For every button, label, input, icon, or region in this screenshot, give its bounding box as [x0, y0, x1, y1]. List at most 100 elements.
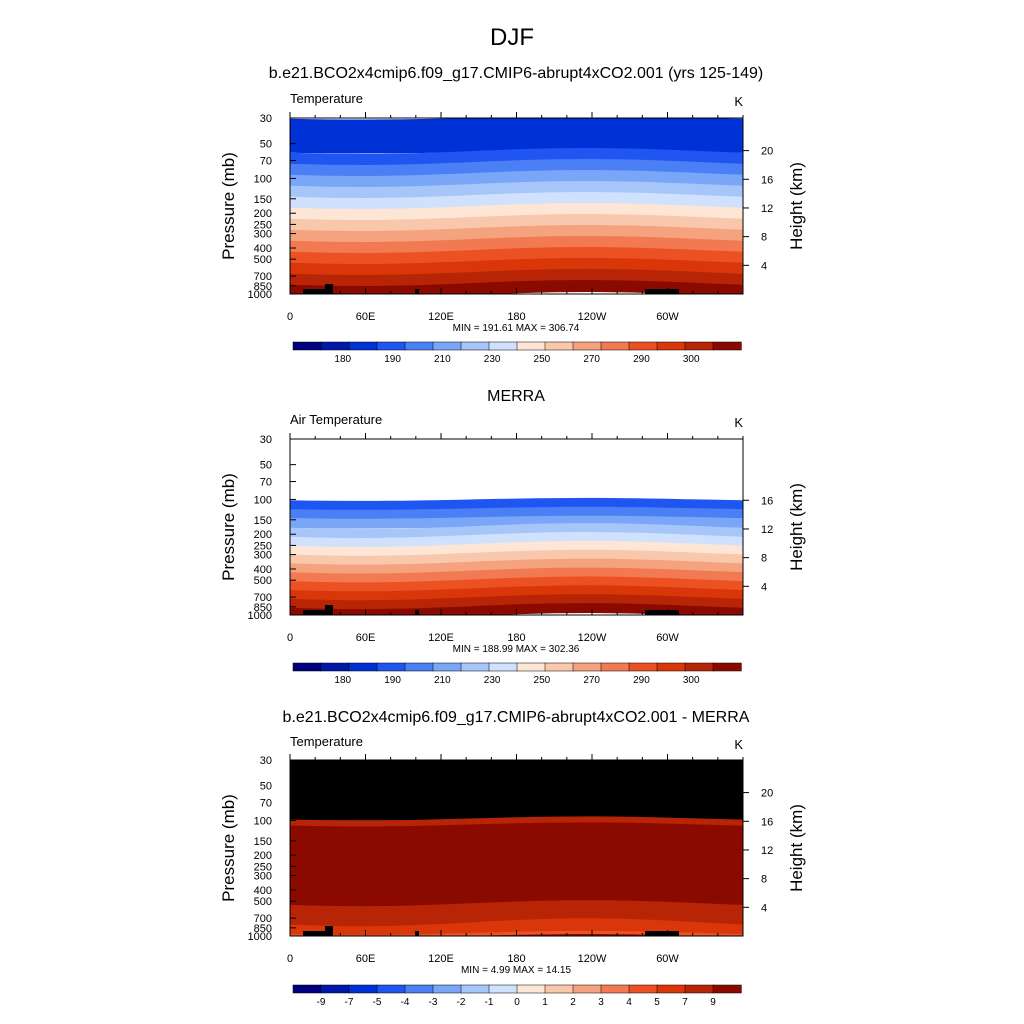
- y-tick-label: 1000: [248, 610, 272, 622]
- colorbar-swatch: [320, 662, 350, 672]
- temperature-band: [290, 236, 743, 254]
- colorbar-label: 270: [583, 675, 600, 686]
- y-tick-label: 850: [254, 602, 272, 614]
- topography-mask: [303, 289, 331, 294]
- panel-1-colorbar: 180 190 210 230 250 270 290 300: [292, 341, 742, 365]
- y-right-tick-label: 12: [761, 524, 773, 536]
- topography-mask: [303, 931, 331, 936]
- panel-1-units: K: [734, 94, 743, 109]
- colorbar-swatch: [628, 984, 658, 994]
- difference-band: [290, 816, 743, 827]
- x-tick-label: 60W: [656, 953, 679, 965]
- colorbar-swatch: [460, 984, 490, 994]
- y-tick-label: 400: [254, 243, 272, 255]
- y-tick-label: 250: [254, 219, 272, 231]
- x-tick-label: 0: [287, 311, 293, 323]
- y-tick-label: 1000: [248, 931, 272, 943]
- colorbar-label: 1: [542, 997, 548, 1008]
- y-tick-label: 200: [254, 208, 272, 220]
- temperature-band: [290, 127, 743, 143]
- colorbar-swatch: [404, 341, 434, 351]
- y-tick-label: 500: [254, 254, 272, 266]
- y-tick-label: 150: [254, 836, 272, 848]
- topography-mask: [325, 926, 333, 931]
- colorbar-label: 180: [334, 675, 351, 686]
- panel-2-title: MERRA: [487, 388, 545, 405]
- y-tick-label: 200: [254, 850, 272, 862]
- y-right-tick-label: 20: [761, 788, 773, 800]
- colorbar-label: 0: [514, 997, 520, 1008]
- temperature-band: [290, 532, 743, 548]
- colorbar-swatch: [600, 984, 630, 994]
- colorbar-swatch: [544, 984, 574, 994]
- panel-model: b.e21.BCO2x4cmip6.f09_g17.CMIP6-abrupt4x…: [219, 65, 806, 365]
- colorbar-swatch: [684, 341, 714, 351]
- y-tick-label: 300: [254, 871, 272, 883]
- panel-1-title: b.e21.BCO2x4cmip6.f09_g17.CMIP6-abrupt4x…: [269, 65, 763, 82]
- panel-2-units: K: [734, 415, 743, 430]
- x-tick-label: 180: [507, 311, 525, 323]
- colorbar-label: -2: [457, 997, 466, 1008]
- panel-1-ylabel-right: Height (km): [787, 162, 806, 250]
- temperature-band: [290, 269, 743, 287]
- y-tick-label: 850: [254, 923, 272, 935]
- x-tick-label: 180: [507, 632, 525, 644]
- y-tick-label: 50: [260, 460, 272, 472]
- panel-3-left-label: Temperature: [290, 734, 363, 749]
- colorbar-swatch: [684, 984, 714, 994]
- colorbar-label: -3: [429, 997, 438, 1008]
- y-right-tick-label: 4: [761, 581, 767, 593]
- temperature-band: [290, 192, 743, 210]
- y-right-tick-label: 16: [761, 495, 773, 507]
- colorbar-swatch: [376, 984, 406, 994]
- panel-1-left-label: Temperature: [290, 91, 363, 106]
- y-right-tick-label: 4: [761, 260, 767, 272]
- panel-2-ylabel: Pressure (mb): [219, 473, 238, 581]
- panel-3-colorbar: -9 -7 -5 -4 -3 -2 -1 0 1 2 3 4 5 7 9: [292, 984, 742, 1008]
- y-right-tick-label: 8: [761, 553, 767, 565]
- y-tick-label: 50: [260, 139, 272, 151]
- colorbar-label: 300: [683, 354, 700, 365]
- colorbar-label: -7: [345, 997, 354, 1008]
- colorbar-swatch: [376, 662, 406, 672]
- colorbar-swatch: [488, 341, 518, 351]
- colorbar-swatch: [628, 341, 658, 351]
- colorbar-swatch: [320, 984, 350, 994]
- topography-mask: [325, 931, 333, 936]
- temperature-band: [290, 540, 743, 557]
- colorbar-label: 230: [484, 675, 501, 686]
- y-tick-label: 100: [254, 173, 272, 185]
- y-tick-label: 70: [260, 798, 272, 810]
- panel-2-ylabel-right: Height (km): [787, 483, 806, 571]
- topography-mask: [325, 605, 333, 610]
- x-tick-label: 120E: [428, 953, 454, 965]
- panel-merra: MERRA Air Temperature K Pressure (mb) He…: [219, 388, 806, 686]
- colorbar-swatch: [348, 662, 378, 672]
- missing-data-region: [290, 439, 743, 500]
- topography-mask: [415, 610, 419, 615]
- colorbar-label: 9: [710, 997, 716, 1008]
- colorbar-label: -5: [373, 997, 382, 1008]
- temperature-band: [290, 258, 743, 276]
- panel-2-stats: MIN = 188.99 MAX = 302.36: [453, 644, 580, 655]
- colorbar-label: 230: [484, 354, 501, 365]
- topography-mask: [325, 284, 333, 289]
- x-tick-label: 60W: [656, 311, 679, 323]
- panel-2-left-label: Air Temperature: [290, 412, 382, 427]
- colorbar-swatch: [544, 341, 574, 351]
- topography-mask: [415, 289, 419, 294]
- x-tick-label: 0: [287, 632, 293, 644]
- y-tick-label: 700: [254, 271, 272, 283]
- y-tick-label: 300: [254, 550, 272, 562]
- colorbar-swatch: [544, 662, 574, 672]
- colorbar-label: 190: [384, 354, 401, 365]
- colorbar-swatch: [656, 984, 686, 994]
- y-tick-label: 30: [260, 113, 272, 125]
- x-tick-label: 120W: [578, 953, 607, 965]
- temperature-band: [290, 567, 743, 584]
- colorbar-swatch: [460, 341, 490, 351]
- x-tick-label: 60E: [356, 632, 376, 644]
- panel-3-units: K: [734, 737, 743, 752]
- temperature-band: [290, 576, 743, 593]
